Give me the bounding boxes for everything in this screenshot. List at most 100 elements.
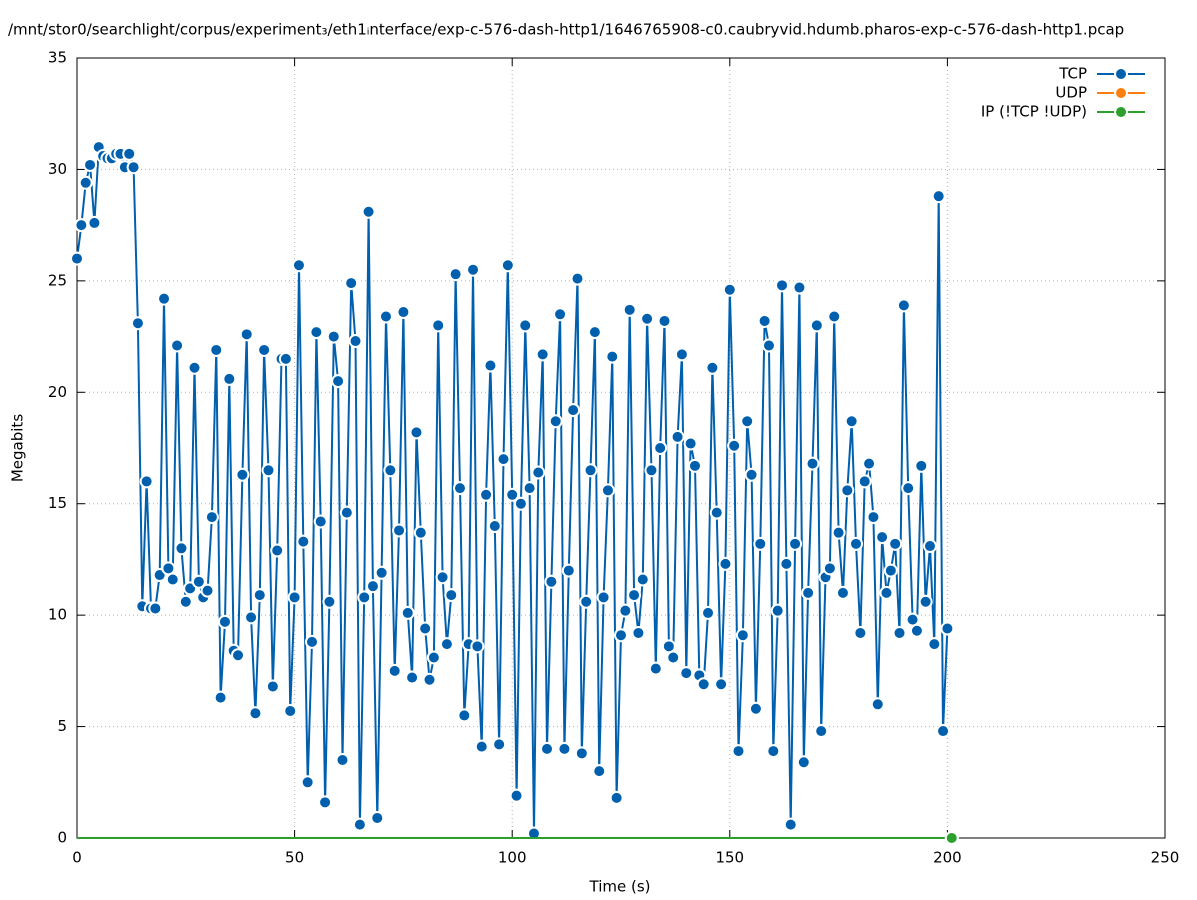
- data-point: [727, 438, 742, 453]
- data-point: [535, 347, 550, 362]
- data-point: [439, 637, 454, 652]
- data-point: [466, 262, 481, 277]
- data-point: [209, 342, 224, 357]
- data-point: [518, 318, 533, 333]
- data-point: [313, 514, 328, 529]
- data-point: [248, 706, 263, 721]
- y-tick-label: 15: [48, 494, 67, 512]
- data-point: [783, 817, 798, 832]
- data-point: [840, 483, 855, 498]
- y-tick-label: 30: [48, 160, 67, 178]
- data-point: [344, 276, 359, 291]
- data-point: [422, 672, 437, 687]
- x-tick-label: 50: [285, 849, 304, 867]
- data-point: [178, 594, 193, 609]
- data-point: [540, 741, 555, 756]
- data-point: [252, 588, 267, 603]
- data-point: [435, 570, 450, 585]
- data-point: [731, 744, 746, 759]
- data-point: [831, 525, 846, 540]
- data-point: [944, 831, 959, 845]
- data-point: [165, 572, 180, 587]
- data-point: [909, 623, 924, 638]
- data-point: [922, 539, 937, 554]
- data-point: [596, 590, 611, 605]
- data-point: [513, 496, 528, 511]
- data-point: [674, 347, 689, 362]
- data-point: [479, 487, 494, 502]
- data-point: [431, 318, 446, 333]
- data-point: [74, 218, 89, 233]
- data-point: [365, 579, 380, 594]
- data-point: [339, 505, 354, 520]
- data-point: [357, 590, 372, 605]
- data-point: [204, 510, 219, 525]
- data-point: [609, 790, 624, 805]
- y-tick-label: 35: [48, 49, 67, 67]
- data-point: [378, 309, 393, 324]
- data-point: [418, 621, 433, 636]
- data-point: [470, 639, 485, 654]
- data-point: [653, 441, 668, 455]
- data-point: [849, 536, 864, 551]
- data-point: [618, 603, 633, 618]
- data-point: [801, 585, 816, 600]
- data-point: [883, 563, 898, 578]
- data-point: [640, 311, 655, 326]
- data-point: [396, 305, 411, 320]
- data-point: [888, 536, 903, 551]
- legend-label: IP (!TCP !UDP): [981, 103, 1087, 121]
- data-point: [83, 157, 98, 172]
- data-point: [666, 650, 681, 665]
- data-point: [500, 258, 515, 273]
- data-point: [126, 160, 141, 175]
- data-point: [574, 746, 589, 761]
- data-point: [352, 817, 367, 832]
- data-point: [174, 541, 189, 556]
- x-tick-label: 150: [715, 849, 744, 867]
- data-point: [231, 648, 246, 663]
- data-point: [718, 556, 733, 571]
- data-point: [474, 739, 489, 754]
- data-point: [139, 474, 154, 489]
- data-point: [705, 360, 720, 375]
- data-point: [622, 302, 637, 317]
- data-point: [757, 313, 772, 328]
- data-point: [444, 588, 459, 603]
- x-tick-label: 0: [72, 849, 82, 867]
- data-point: [335, 753, 350, 767]
- data-point: [670, 429, 685, 444]
- data-point: [857, 474, 872, 489]
- data-point: [300, 775, 315, 790]
- data-point: [261, 463, 276, 478]
- data-point: [400, 605, 415, 620]
- data-point: [318, 795, 333, 810]
- data-point: [522, 481, 537, 496]
- data-point: [487, 519, 502, 533]
- data-point: [635, 572, 650, 587]
- data-point: [331, 374, 346, 389]
- data-point: [309, 325, 324, 340]
- data-point: [244, 610, 259, 625]
- data-point: [448, 267, 463, 282]
- data-point: [931, 189, 946, 204]
- data-point: [896, 298, 911, 313]
- data-point: [870, 697, 885, 712]
- data-point: [805, 456, 820, 471]
- y-tick-label: 10: [48, 606, 67, 624]
- data-point: [548, 414, 563, 429]
- data-point: [239, 327, 254, 342]
- data-point: [387, 663, 402, 678]
- data-point: [687, 458, 702, 473]
- data-point: [775, 278, 790, 293]
- y-tick-label: 0: [57, 829, 67, 847]
- data-point: [148, 601, 163, 616]
- data-point: [644, 463, 659, 478]
- legend-marker: [1114, 67, 1128, 81]
- legend-marker: [1114, 105, 1128, 119]
- y-axis-label: Megabits: [9, 414, 27, 482]
- data-point: [557, 741, 572, 756]
- data-point: [796, 755, 811, 770]
- data-point: [348, 334, 363, 349]
- data-point: [827, 309, 842, 324]
